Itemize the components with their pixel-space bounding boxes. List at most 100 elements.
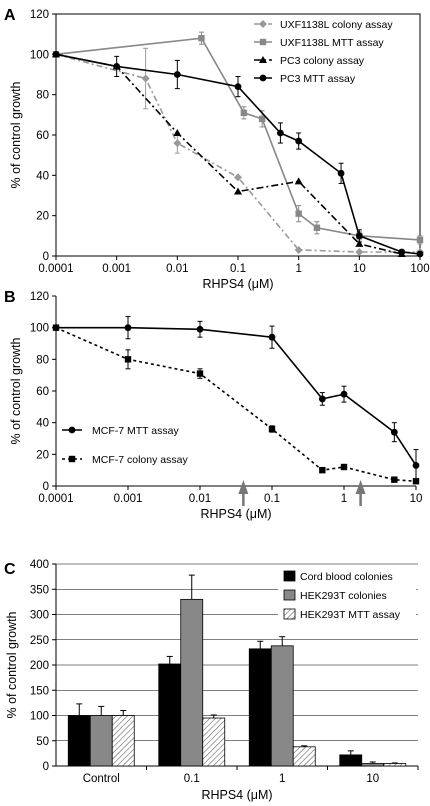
y-tick-label: 20 (36, 449, 49, 461)
data-point (340, 463, 348, 471)
y-tick-label: 20 (36, 211, 49, 223)
y-tick-label: 120 (30, 291, 49, 303)
legend-marker (68, 455, 76, 463)
data-point (196, 325, 204, 333)
data-point (268, 333, 276, 341)
data-point (277, 129, 284, 137)
data-point (355, 232, 363, 240)
panel-a-ticks: 0 20 40 60 80 100 120 0.0001 0.001 0.01 0.1 1 10 100 (30, 9, 430, 275)
y-tick-label: 150 (30, 685, 49, 697)
data-point (124, 356, 132, 363)
data-point (141, 74, 150, 83)
data-point (173, 71, 181, 78)
y-tick-label: 200 (30, 660, 49, 672)
panel-b-ticks: 0 20 40 60 80 100 120 0.0001 0.001 0.01 0.1 1 10 (30, 291, 423, 505)
legend-marker (259, 56, 267, 63)
x-tick-label: 100 (410, 263, 429, 275)
y-tick-label: 300 (30, 610, 49, 622)
data-point (196, 370, 204, 377)
arrow-head (355, 480, 366, 494)
panel-b-chart: B % of control growth RHPS4 (μM) 0 20 40 60… (4, 289, 422, 521)
data-point (295, 137, 303, 145)
legend-label: MCF-7 MTT assay (92, 425, 179, 437)
data-point (295, 210, 302, 217)
panel-c-y-axis-label: % of control growth (5, 611, 19, 718)
data-point (124, 324, 132, 332)
data-point (234, 173, 242, 182)
panel-c-bars (67, 574, 407, 767)
series-line (55, 37, 421, 241)
legend-background (278, 568, 416, 628)
arrow-head (238, 480, 249, 494)
data-point (52, 50, 60, 58)
x-tick-label: 1 (295, 263, 301, 275)
panel-a-x-axis-label: RHPS4 (μM) (202, 277, 273, 291)
y-tick-label: 350 (30, 584, 49, 596)
data-point (52, 324, 60, 331)
x-tick-label: 0.01 (166, 263, 188, 275)
y-tick-label: 0 (43, 761, 49, 773)
legend-marker (68, 426, 76, 434)
data-point (234, 83, 242, 90)
panel-a-letter: A (4, 7, 16, 24)
panel-c-x-axis-label: RHPS4 (μM) (201, 788, 272, 802)
y-tick-label: 80 (36, 90, 49, 102)
panel-c-legend: Cord blood colonies HEK293T colonies HEK29… (278, 568, 416, 628)
x-category-label: 1 (279, 773, 285, 785)
y-tick-label: 60 (36, 386, 49, 398)
panel-a-y-axis-label: % of control growth (9, 81, 23, 188)
data-point (340, 390, 348, 398)
y-tick-label: 0 (43, 251, 49, 263)
data-point (337, 169, 345, 177)
data-point (318, 395, 326, 403)
legend-swatch (283, 589, 296, 601)
panel-a-chart: A % of control growth RHPS4 (μM) 0 20 40 60… (4, 7, 430, 291)
y-tick-label: 80 (36, 354, 49, 366)
panel-a-series (52, 31, 424, 258)
data-point (173, 128, 182, 136)
data-point (416, 236, 424, 244)
legend-swatch (283, 608, 296, 620)
series-line (55, 326, 417, 483)
x-category-label: Control (83, 773, 120, 785)
x-tick-label: 0.01 (189, 493, 211, 505)
legend-label: Cord blood colonies (300, 571, 393, 583)
bar (361, 763, 385, 767)
legend-label: PC3 colony assay (280, 55, 365, 67)
panel-b-legend: MCF-7 MTT assay MCF-7 colony assay (62, 425, 188, 466)
panel-c-chart: C % of control growth RHPS4 (μM) 0 50 100 1… (4, 559, 419, 802)
data-point (416, 250, 424, 258)
legend-marker (259, 38, 267, 46)
panel-b-series (52, 316, 420, 485)
legend-label: PC3 MTT assay (280, 73, 356, 85)
panel-a-legend: UXF1138L colony assay UXF1138L MTT assay P… (254, 19, 393, 85)
y-tick-label: 60 (36, 130, 49, 142)
x-category-label: 0.1 (184, 773, 200, 785)
bar (339, 754, 363, 767)
legend-label: HEK293T colonies (300, 590, 387, 602)
bar (89, 715, 113, 767)
data-point (412, 478, 420, 485)
legend-label: HEK293T MTT assay (300, 609, 401, 621)
bar (248, 648, 272, 767)
data-point (390, 428, 398, 436)
x-tick-label: 0.1 (230, 263, 246, 275)
panel-b-arrows (238, 480, 366, 506)
bar (292, 746, 316, 767)
data-point (240, 109, 248, 117)
bar (111, 715, 135, 767)
panel-c-ticks: 0 50 100 150 200 250 300 350 400 Control 0.1 1 10 (30, 559, 419, 785)
y-tick-label: 50 (36, 736, 49, 748)
data-point (412, 462, 420, 469)
legend-marker (259, 74, 267, 82)
data-point (268, 425, 276, 433)
data-point (234, 187, 242, 195)
bar (270, 645, 294, 767)
data-point (173, 139, 182, 148)
data-point (355, 247, 364, 256)
data-point (391, 476, 398, 483)
legend-label: UXF1138L colony assay (280, 19, 393, 31)
panel-c-letter: C (4, 561, 16, 578)
legend-label: UXF1138L MTT assay (280, 37, 384, 49)
